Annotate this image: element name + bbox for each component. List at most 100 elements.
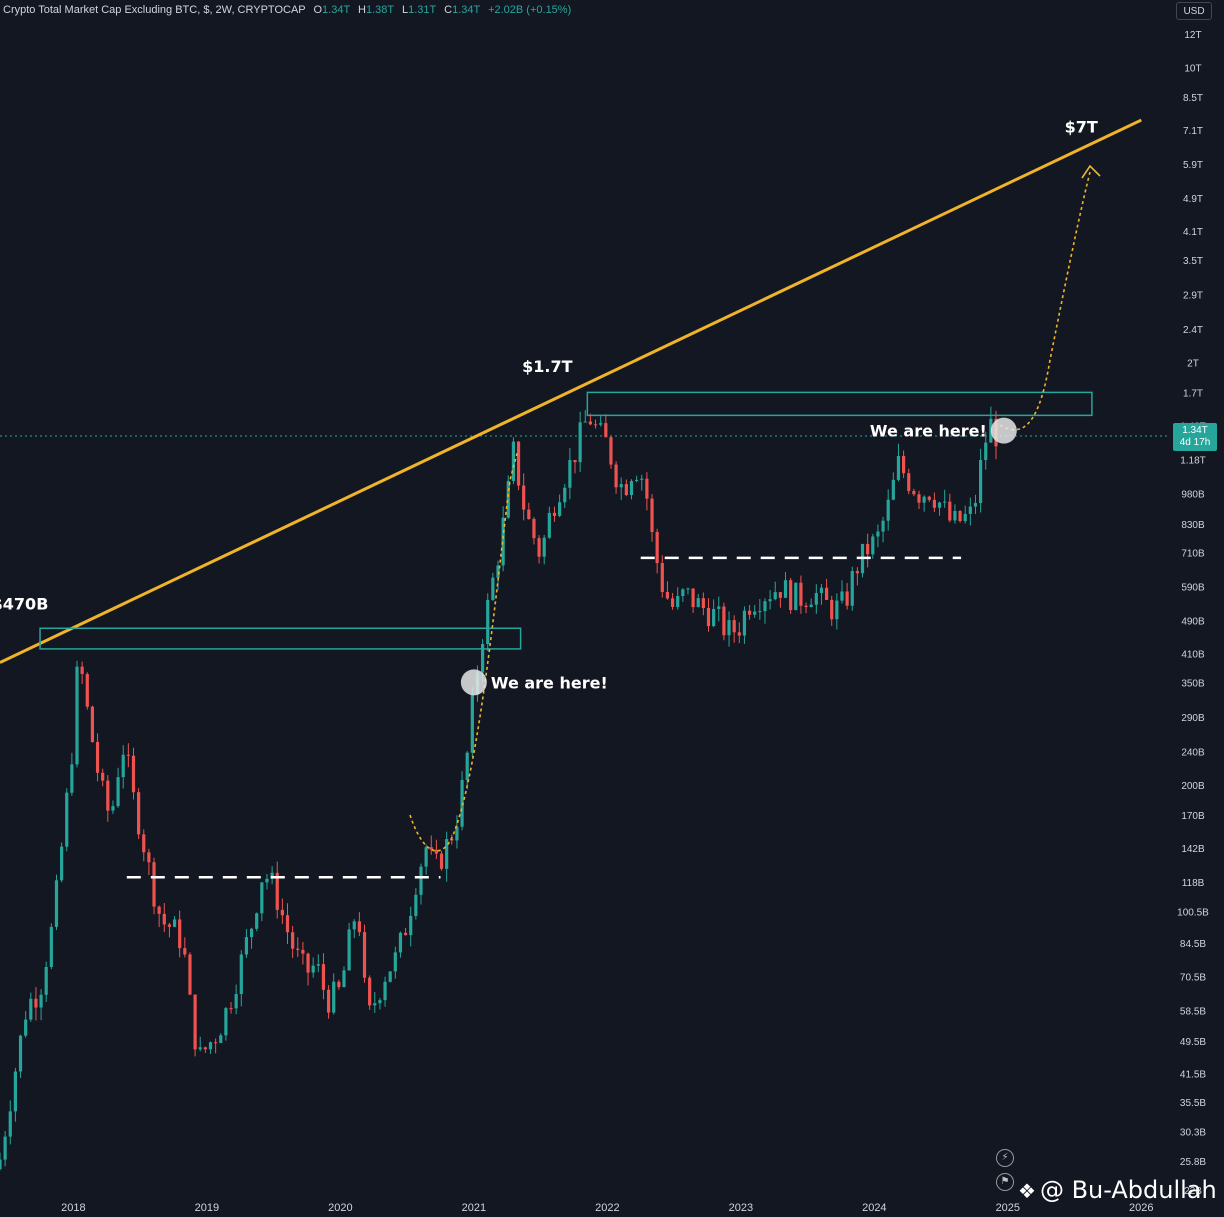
candle-body [54, 880, 59, 927]
lightning-icon[interactable]: ⚡ [996, 1149, 1014, 1167]
candle-body [414, 894, 418, 916]
y-tick-label: 590B [1181, 583, 1205, 594]
candle-body [3, 1136, 7, 1160]
candle-body [722, 606, 726, 636]
candle-body [434, 849, 438, 854]
candle-body [24, 1019, 28, 1036]
candle-body [60, 846, 64, 881]
candle-body [665, 592, 670, 599]
current-price-value: 1.34T [1182, 425, 1208, 436]
candle-body [927, 496, 931, 500]
candle-body [789, 580, 793, 611]
candle-body [917, 494, 921, 503]
candle-body [573, 460, 577, 463]
binance-logo-icon: ❖ [1018, 1179, 1036, 1203]
candle-body [706, 608, 711, 627]
y-tick-label: 4.9T [1183, 194, 1203, 205]
candle-body [850, 571, 854, 606]
x-axis[interactable]: 2018 2019 2020 2021 2022 2023 2024 2025 2026 [61, 1202, 1153, 1214]
candle-body [357, 921, 361, 933]
candle-body [511, 441, 516, 481]
candle-body [650, 498, 654, 533]
candle-body [753, 611, 757, 615]
candle-body [922, 496, 926, 503]
y-tick-label: 2.9T [1183, 290, 1203, 301]
candle-body [532, 519, 536, 539]
open-value: 1.34T [322, 4, 350, 16]
candle-body [799, 582, 803, 606]
candle-body [809, 604, 813, 607]
candle-body [419, 866, 423, 895]
y-tick-label: 170B [1181, 811, 1205, 822]
candle-body [439, 853, 444, 869]
candle-body [814, 593, 818, 605]
resistance-box [586, 391, 1093, 417]
candle-body [763, 601, 767, 612]
candle-body [178, 919, 182, 949]
candle-body [660, 563, 664, 593]
candle-body [696, 598, 700, 608]
candle-body [18, 1035, 23, 1072]
y-tick-label: 142B [1181, 844, 1205, 855]
candle-body [824, 587, 829, 600]
candle-body [937, 502, 942, 508]
candle-body [629, 481, 634, 496]
candle-body [65, 792, 69, 847]
currency-button[interactable]: USD [1176, 2, 1212, 20]
candle-body [958, 510, 962, 522]
flag-icon[interactable]: ⚑ [996, 1173, 1014, 1191]
dashed-support-lines [126, 556, 962, 879]
candle-body [491, 577, 495, 600]
resistance-box [39, 627, 522, 650]
candle-body [845, 591, 849, 606]
projection-path-2025 [999, 171, 1091, 431]
close-label: C [444, 4, 453, 16]
y-tick-label: 2T [1187, 359, 1199, 370]
candle-body [116, 777, 120, 807]
candle-body [547, 512, 551, 538]
y-tick-label: 4.1T [1183, 227, 1203, 238]
projection-path-2020 [409, 449, 519, 852]
y-tick-label: 1.18T [1180, 455, 1206, 466]
position-marker-circle [990, 417, 1017, 444]
candle-body [44, 966, 48, 995]
trendline [0, 118, 1142, 664]
y-tick-label: 84.5B [1180, 939, 1206, 950]
candle-body [588, 421, 593, 425]
y-tick-label: 35.5B [1180, 1098, 1206, 1109]
y-tick-label: 1.7T [1183, 388, 1203, 399]
candle-body [912, 490, 916, 495]
candle-body [244, 937, 249, 955]
candle-body [655, 532, 659, 564]
candle-body [542, 537, 546, 557]
candle-body [783, 580, 788, 598]
x-tick-label: 2020 [328, 1202, 352, 1214]
candle-body [609, 437, 613, 465]
y-tick-label: 830B [1181, 520, 1205, 531]
candle-body [121, 754, 125, 778]
candle-body [486, 599, 490, 645]
x-tick-label: 2018 [61, 1202, 85, 1214]
y-tick-label: 118B [1182, 878, 1205, 889]
candle-body [855, 571, 859, 574]
price-labels: $470B $1.7T $7T [0, 118, 1098, 614]
x-tick-label: 2019 [195, 1202, 219, 1214]
candle-body [645, 478, 649, 499]
candle-body [90, 706, 95, 742]
candle-body [953, 510, 957, 521]
candle-body [522, 485, 526, 510]
candle-body [388, 971, 392, 982]
candle-body [142, 834, 146, 853]
x-tick-label: 2023 [729, 1202, 753, 1214]
x-tick-label: 2026 [1129, 1202, 1153, 1214]
y-tick-label: 30.3B [1180, 1127, 1206, 1138]
candle-body [75, 666, 79, 765]
candle-body [470, 694, 474, 753]
y-tick-label: 5.9T [1183, 160, 1203, 171]
candle-body [368, 977, 372, 1006]
candle-body [876, 531, 880, 537]
candle-body [203, 1047, 207, 1050]
candle-body [219, 1035, 223, 1043]
y-axis[interactable]: 12T 10T 8.5T 7.1T 5.9T 4.9T 4.1T 3.5T 2.9T 2.4T 2T… [1177, 30, 1209, 1197]
